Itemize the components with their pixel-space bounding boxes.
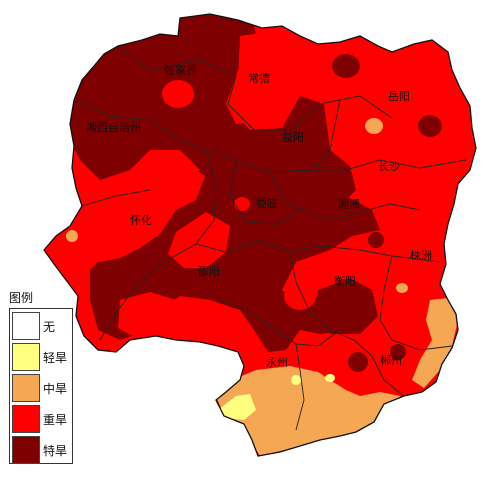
heavy-area-changde	[226, 30, 320, 124]
heavy-spot-yongzhou	[284, 282, 316, 310]
city-boundaries	[73, 45, 467, 431]
label-yueyang: 岳阳	[388, 90, 410, 103]
label-huaihua: 怀化	[130, 213, 152, 227]
legend-label-moderate: 中旱	[43, 381, 68, 396]
label-hengyang: 衡阳	[334, 275, 356, 288]
legend-swatch-light	[12, 343, 40, 371]
label-changde: 常德	[248, 71, 270, 85]
legend-label-heavy: 重旱	[43, 412, 68, 427]
legend-swatch-none	[12, 312, 40, 340]
extreme-area-west	[60, 14, 380, 352]
moderate-spot-zhuzhou	[396, 283, 408, 293]
moderate-spot-yueyang	[365, 118, 383, 134]
legend-label-none: 无	[43, 319, 56, 334]
light-area-sw	[218, 394, 256, 420]
legend-item-extreme: 特旱	[12, 435, 67, 465]
extreme-spot-yueyang	[418, 115, 442, 137]
light-spot-1	[291, 375, 301, 385]
label-loudi: 娄底	[256, 196, 278, 210]
extreme-spot-chenzhou1	[348, 352, 368, 372]
legend: 图例 无 轻旱 中旱 重旱 特旱	[9, 290, 73, 464]
label-shaoyang: 邵阳	[198, 265, 220, 278]
legend-item-heavy: 重旱	[12, 404, 67, 434]
heavy-area-sw	[118, 292, 184, 340]
extreme-area-hengyang	[316, 278, 378, 334]
label-changsha: 长沙	[378, 160, 400, 173]
drought-areas	[60, 14, 458, 456]
legend-item-none: 无	[12, 311, 55, 341]
heavy-spot-loudi	[234, 197, 250, 211]
extreme-spot-chenzhou2	[390, 344, 406, 360]
legend-swatch-heavy	[12, 405, 40, 433]
heavy-spot-zjj	[162, 80, 194, 108]
legend-swatch-moderate	[12, 374, 40, 402]
legend-label-extreme: 特旱	[43, 443, 68, 458]
label-chenzhou: 郴州	[380, 353, 402, 367]
label-zhangjiajie: 张家界	[164, 63, 197, 77]
moderate-area-south	[216, 366, 404, 456]
label-yiyang: 益阳	[282, 130, 304, 144]
legend-item-moderate: 中旱	[12, 373, 67, 403]
light-spot-2	[325, 374, 335, 382]
label-yongzhou: 永州	[266, 355, 288, 369]
legend-label-light: 轻旱	[43, 350, 68, 365]
extreme-spot-zhuzhou	[368, 232, 384, 248]
moderate-spot-west	[66, 230, 78, 242]
label-xiangxi: 湘西自治州	[86, 120, 141, 134]
moderate-area-se	[412, 298, 458, 388]
legend-box: 无 轻旱 中旱 重旱 特旱	[9, 308, 73, 464]
heavy-spot-east	[318, 256, 342, 276]
label-zhuzhou: 株洲	[410, 248, 432, 262]
extreme-area-changsha	[300, 150, 356, 210]
legend-title: 图例	[9, 291, 34, 305]
label-xiangtan: 湘潭	[338, 197, 360, 211]
legend-swatch-extreme	[12, 436, 40, 464]
extreme-spot-ne	[332, 54, 360, 78]
city-labels: 张家界 常德 岳阳 湘西自治州 益阳 长沙 怀化 娄底 湘潭 株洲 邵阳 衡阳 …	[86, 63, 432, 369]
heavy-area-huaihua	[76, 160, 205, 262]
legend-item-light: 轻旱	[12, 342, 67, 372]
